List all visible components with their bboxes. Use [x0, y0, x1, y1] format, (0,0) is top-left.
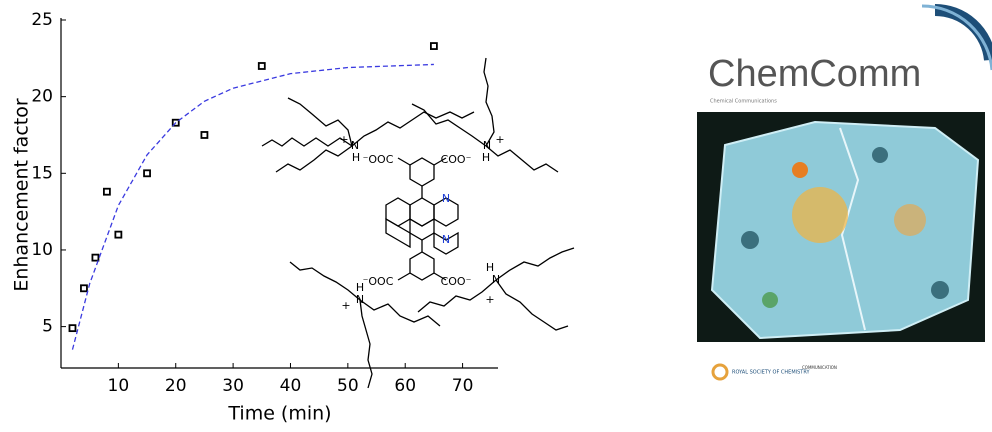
y-tick-label: 25 [31, 10, 53, 30]
chain [484, 58, 494, 146]
cover-subtitle: Chemical Communications [710, 99, 777, 105]
molecule-icon [762, 292, 778, 308]
journal-cover: ChemComm Chemical Communications ROYAL S… [697, 6, 992, 379]
glow [792, 187, 848, 243]
structure-label: N [356, 293, 364, 306]
data-point [259, 63, 265, 69]
structure-label: N [492, 273, 500, 286]
molecule-icon [872, 147, 888, 163]
y-tick-label: 10 [31, 240, 53, 260]
structure-label: + [485, 293, 494, 306]
ice-block [712, 122, 978, 338]
molecule-icon [792, 162, 808, 178]
fit-line [72, 64, 433, 349]
chain [412, 104, 486, 146]
chain [496, 248, 574, 280]
ring [410, 158, 434, 186]
x-tick-label: 60 [394, 376, 416, 396]
glow [894, 204, 926, 236]
structure-label: ⁻OOC [363, 153, 394, 166]
rsc-logo [713, 365, 727, 379]
x-tick-label: 50 [337, 376, 359, 396]
y-tick-label: 20 [31, 87, 53, 107]
chain [276, 146, 352, 172]
structure-label: H [356, 281, 364, 294]
chain [290, 262, 360, 300]
x-tick-label: 10 [108, 376, 130, 396]
bond [398, 158, 410, 165]
structure-label: H [486, 261, 494, 274]
cover-arc [922, 6, 992, 70]
data-point [104, 189, 110, 195]
y-tick-label: 5 [42, 317, 53, 337]
chain [496, 280, 568, 330]
cover-publisher: ROYAL SOCIETY OF CHEMISTRY [732, 370, 811, 376]
chain [352, 112, 474, 146]
data-point [115, 232, 121, 238]
data-point [81, 285, 87, 291]
chart: Time (min) Enhancement factor 5 10 15 20 25 1… [11, 10, 499, 425]
figure: Time (min) Enhancement factor 5 10 15 20 25 1… [0, 0, 992, 428]
chain [360, 300, 372, 388]
structure-label: N [442, 192, 450, 205]
structure-label: N [442, 233, 450, 246]
ring [386, 219, 410, 247]
data-point [431, 43, 437, 49]
x-tick-label: 40 [280, 376, 302, 396]
molecule-icon [931, 281, 949, 299]
y-tick-label: 15 [31, 163, 53, 183]
structure-label: + [495, 133, 504, 146]
data-point [201, 132, 207, 138]
structure-label: H [482, 151, 490, 164]
ring [410, 252, 434, 280]
structure-label: + [339, 133, 348, 146]
data-point [144, 170, 150, 176]
x-tick-label: 30 [222, 376, 244, 396]
x-axis-label: Time (min) [227, 403, 331, 425]
structure-label: H [352, 151, 360, 164]
data-point [69, 325, 75, 331]
y-axis-label: Enhancement factor [11, 98, 33, 291]
structure-label: + [341, 299, 350, 312]
bond [398, 273, 410, 280]
cover-title: ChemComm [708, 53, 921, 95]
ring [410, 219, 434, 240]
x-tick-label: 20 [165, 376, 187, 396]
cover-section: COMMUNICATION [802, 365, 837, 370]
structure-label: COO⁻ [441, 153, 472, 166]
structure-label: COO⁻ [441, 275, 472, 288]
x-tick-label: 70 [452, 376, 474, 396]
structure-label: ⁻OOC [363, 275, 394, 288]
chain [486, 146, 558, 172]
molecule-icon [741, 231, 759, 249]
data-point [92, 255, 98, 261]
